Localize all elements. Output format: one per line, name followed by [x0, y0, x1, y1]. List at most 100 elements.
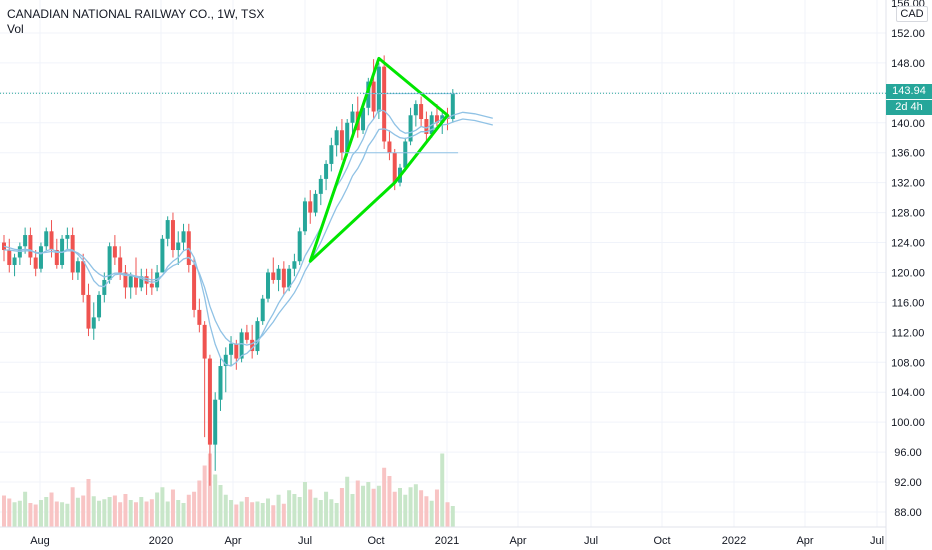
volume-bar: [144, 501, 149, 527]
volume-bar: [181, 503, 186, 527]
x-tick-label: Oct: [367, 535, 384, 547]
volume-bar: [266, 498, 270, 527]
candle-body: [371, 81, 376, 112]
candle-body: [234, 343, 239, 359]
volume-bar: [202, 465, 207, 527]
candle-body: [102, 279, 107, 295]
y-tick-label: 96.00: [894, 447, 922, 459]
candle-body: [38, 246, 43, 269]
volume-bar: [75, 497, 80, 527]
candle-body: [33, 257, 38, 269]
candle-body: [123, 272, 128, 288]
volume-bar: [387, 476, 392, 527]
volume-bar: [207, 453, 212, 527]
candle-body: [197, 309, 202, 325]
candle-body: [324, 163, 329, 179]
volume-bar: [2, 495, 6, 527]
candle-body: [387, 141, 392, 153]
candle-body: [361, 107, 366, 131]
volume-bar: [86, 479, 91, 527]
y-tick-label: 100.00: [891, 417, 925, 429]
y-tick-label: 88.00: [894, 507, 922, 519]
y-tick-label: 120.00: [891, 267, 925, 279]
candle-body: [2, 242, 6, 251]
candle-body: [91, 317, 96, 329]
volume-bar: [186, 494, 191, 527]
candle-body: [49, 231, 54, 251]
volume-bar: [54, 501, 59, 527]
volume-bar: [361, 485, 366, 527]
volume-bar: [91, 496, 96, 527]
y-tick-label: 116.00: [892, 297, 925, 309]
volume-bar: [33, 504, 38, 527]
volume-bar: [65, 503, 70, 527]
volume-bar: [118, 502, 123, 527]
currency-badge[interactable]: CAD: [896, 6, 928, 22]
volume-bar: [408, 487, 413, 527]
volume-bar: [382, 467, 387, 527]
candle-body: [403, 141, 408, 168]
volume-label: Vol: [7, 22, 24, 36]
x-tick-label: 2022: [722, 535, 746, 547]
candle-body: [134, 276, 138, 288]
candle-body: [86, 294, 91, 329]
candle-body: [318, 178, 323, 194]
volume-bar: [429, 500, 434, 527]
x-tick-label: Jul: [870, 535, 884, 547]
volume-bar: [128, 500, 133, 527]
y-tick-label: 124.00: [891, 238, 925, 250]
candle-body: [160, 238, 165, 273]
candle-body: [65, 235, 70, 239]
volume-bar: [149, 499, 154, 527]
volume-bar: [271, 505, 276, 527]
volume-bar: [419, 490, 424, 527]
y-tick-label: 156.00: [891, 0, 925, 10]
candle-body: [28, 235, 33, 258]
y-tick-label: 132.00: [891, 178, 925, 190]
volume-bar: [60, 502, 65, 527]
volume-bar: [170, 489, 175, 527]
candle-body: [255, 321, 260, 352]
candle-body: [366, 81, 371, 108]
volume-bar: [281, 503, 286, 527]
candle-body: [276, 268, 281, 280]
volume-bar: [313, 497, 318, 527]
countdown-badge: 2d 4h: [886, 100, 932, 115]
volume-bar: [350, 494, 355, 527]
y-tick-label: 148.00: [891, 58, 925, 70]
volume-bar: [197, 480, 202, 527]
candle-body: [75, 261, 80, 273]
volume-bar: [392, 491, 397, 527]
candle-body: [155, 272, 160, 288]
candle-body: [181, 231, 186, 243]
y-tick-label: 92.00: [894, 477, 922, 489]
candle-body: [207, 358, 212, 445]
volume-bar: [7, 498, 12, 527]
candle-body: [244, 332, 249, 340]
volume-bar: [223, 494, 228, 527]
y-tick-label: 152.00: [891, 28, 925, 40]
candle-body: [266, 272, 270, 299]
x-tick-label: Apr: [224, 535, 241, 547]
candle-body: [12, 257, 17, 265]
volume-bar: [255, 501, 260, 527]
volume-bar: [123, 494, 128, 527]
moving-average-line: [4, 118, 493, 346]
volume-bar: [440, 453, 445, 527]
moving-average-line: [3, 109, 493, 367]
candle-body: [202, 324, 207, 359]
volume-bar: [17, 500, 22, 527]
candle-body: [392, 152, 397, 183]
candle-body: [419, 104, 424, 120]
volume-layer: [2, 453, 455, 527]
y-tick-label: 140.00: [891, 118, 925, 130]
volume-bar: [366, 482, 371, 527]
candle-body: [218, 366, 223, 400]
candle-body: [213, 399, 218, 445]
volume-bar: [107, 497, 112, 527]
volume-bar: [218, 485, 223, 527]
volume-bar: [355, 480, 360, 527]
